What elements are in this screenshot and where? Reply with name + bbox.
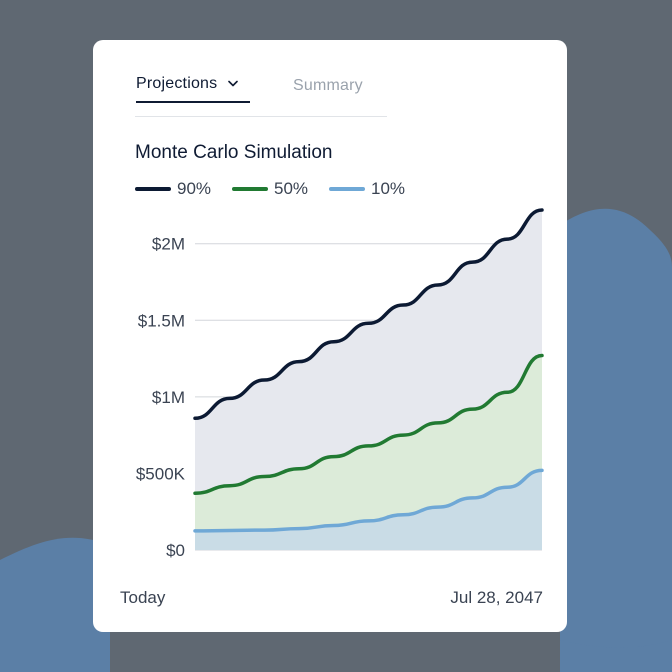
chevron-down-icon (228, 74, 238, 92)
legend-item-90: 90% (135, 179, 211, 199)
tab-summary-label: Summary (293, 77, 363, 94)
tab-bar: Projections Summary (135, 40, 387, 117)
line-50 (193, 353, 544, 496)
tab-summary[interactable]: Summary (293, 77, 363, 95)
legend-label-90: 90% (177, 179, 212, 198)
legend-item-10: 10% (329, 179, 405, 199)
tab-projections[interactable]: Projections (136, 74, 251, 103)
x-label-end: Jul 28, 2047 (450, 588, 543, 607)
projection-chart: $0 $500K $1M $1.5M $2M (136, 208, 544, 560)
legend-label-50: 50% (274, 179, 309, 198)
y-tick-label: $500K (136, 464, 186, 483)
chart-title: Monte Carlo Simulation (135, 142, 333, 163)
y-tick-label: $2M (152, 235, 185, 254)
legend-swatch-50 (232, 186, 268, 191)
line-90 (193, 208, 544, 421)
tab-projections-label: Projections (136, 75, 218, 92)
line-10 (193, 468, 544, 533)
legend-swatch-90 (135, 186, 171, 191)
x-label-start: Today (120, 588, 166, 607)
legend-item-50: 50% (232, 179, 308, 199)
legend-label-10: 10% (371, 179, 406, 198)
y-tick-label: $1.5M (138, 311, 185, 330)
legend-swatch-10 (329, 186, 365, 191)
projection-card: Projections Summary Monte Carlo Simulati… (93, 40, 567, 632)
y-tick-label: $1M (152, 388, 185, 407)
y-tick-label: $0 (166, 541, 185, 560)
